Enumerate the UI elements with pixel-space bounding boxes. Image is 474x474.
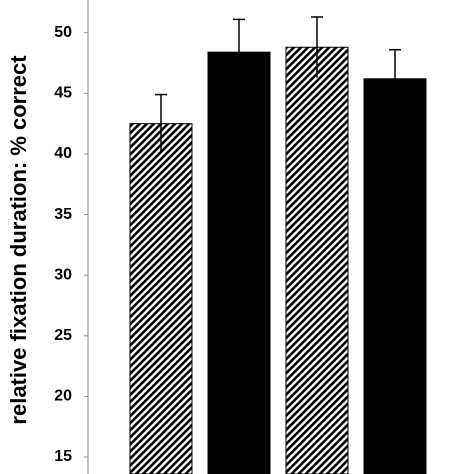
y-tick-label: 50	[54, 24, 72, 41]
y-tick-label: 15	[54, 448, 72, 465]
y-tick-label: 40	[54, 145, 72, 162]
bar	[285, 46, 349, 474]
y-tick-label: 30	[54, 266, 72, 283]
bar	[207, 51, 271, 474]
y-tick-label: 20	[54, 388, 72, 405]
bar	[363, 78, 427, 474]
y-tick-label: 25	[54, 327, 72, 344]
y-tick-label: 45	[54, 85, 72, 102]
y-axis-label: relative fixation duration: % correct	[6, 55, 31, 425]
bar	[129, 123, 193, 474]
y-tick-label: 35	[54, 206, 72, 223]
